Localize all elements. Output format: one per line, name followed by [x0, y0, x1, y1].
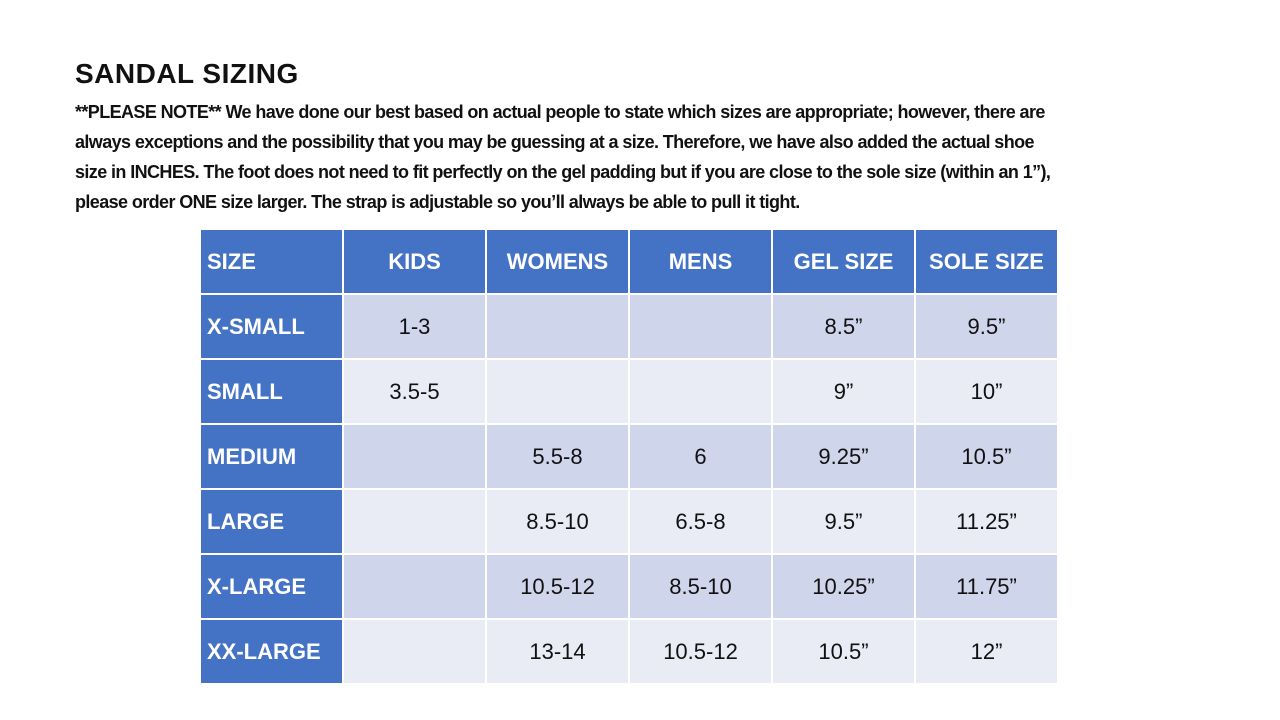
table-cell: 6.5-8: [628, 488, 773, 555]
column-header: GEL SIZE: [771, 228, 916, 295]
table-cell: [485, 358, 630, 425]
table-cell: [342, 488, 487, 555]
row-header: SMALL: [199, 358, 344, 425]
table-cell: 11.75”: [914, 553, 1059, 620]
table-cell: 8.5-10: [628, 553, 773, 620]
title: SANDAL SIZING: [75, 58, 299, 89]
table-cell: 10.5-12: [485, 553, 630, 620]
table-cell: 9.5”: [771, 488, 916, 555]
row-header: XX-LARGE: [199, 618, 344, 685]
table-cell: 12”: [914, 618, 1059, 685]
table-cell: 10.5-12: [628, 618, 773, 685]
table-cell: 11.25”: [914, 488, 1059, 555]
note: **PLEASE NOTE** We have done our best ba…: [75, 97, 1051, 217]
header-row: SIZE KIDS WOMENS MENS GEL SIZE SOLE SIZE: [199, 228, 1059, 295]
table-cell: 10.5”: [771, 618, 916, 685]
column-header: SOLE SIZE: [914, 228, 1059, 295]
table-cell: 13-14: [485, 618, 630, 685]
table-cell: [628, 293, 773, 360]
table-row: X-SMALL 1-3 8.5” 9.5”: [199, 293, 1059, 360]
table-cell: [628, 358, 773, 425]
table-cell: 3.5-5: [342, 358, 487, 425]
table-cell: [342, 618, 487, 685]
table-row: SMALL 3.5-5 9” 10”: [199, 358, 1059, 425]
size-table: SIZE KIDS WOMENS MENS GEL SIZE SOLE SIZE X-SMA…: [199, 228, 1059, 685]
table-row: MEDIUM 5.5-8 6 9.25” 10.5”: [199, 423, 1059, 490]
note-line: always exceptions and the possibility th…: [75, 132, 1035, 152]
table-cell: [485, 293, 630, 360]
table-cell: 10.25”: [771, 553, 916, 620]
row-header: X-SMALL: [199, 293, 344, 360]
row-header: MEDIUM: [199, 423, 344, 490]
column-header: KIDS: [342, 228, 487, 295]
column-header: MENS: [628, 228, 773, 295]
table-cell: 9.25”: [771, 423, 916, 490]
table-cell: 10.5”: [914, 423, 1059, 490]
table-cell: [342, 553, 487, 620]
note-line: please order ONE size larger. The strap …: [75, 192, 800, 212]
table-cell: 5.5-8: [485, 423, 630, 490]
table-row: X-LARGE 10.5-12 8.5-10 10.25” 11.75”: [199, 553, 1059, 620]
table-cell: [342, 423, 487, 490]
table-cell: 9”: [771, 358, 916, 425]
table-cell: 1-3: [342, 293, 487, 360]
row-header: LARGE: [199, 488, 344, 555]
table-cell: 9.5”: [914, 293, 1059, 360]
table-row: LARGE 8.5-10 6.5-8 9.5” 11.25”: [199, 488, 1059, 555]
table-cell: 6: [628, 423, 773, 490]
table-cell: 10”: [914, 358, 1059, 425]
table-cell: 8.5-10: [485, 488, 630, 555]
note-line: size in INCHES. The foot does not need t…: [75, 162, 1051, 182]
column-header: SIZE: [199, 228, 344, 295]
table-cell: 8.5”: [771, 293, 916, 360]
table-row: XX-LARGE 13-14 10.5-12 10.5” 12”: [199, 618, 1059, 685]
column-header: WOMENS: [485, 228, 630, 295]
note-line: **PLEASE NOTE** We have done our best ba…: [75, 102, 1045, 122]
row-header: X-LARGE: [199, 553, 344, 620]
